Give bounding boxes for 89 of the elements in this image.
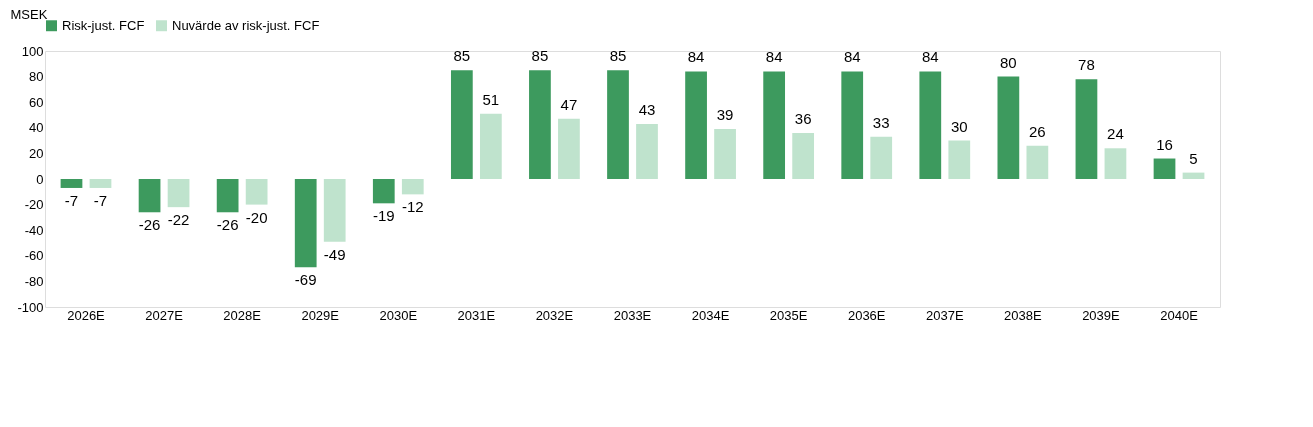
- data-label: -69: [294, 271, 317, 289]
- y-tick-label: 0: [36, 171, 44, 187]
- bar: [919, 71, 942, 179]
- x-tick-label: 2033E: [613, 307, 652, 323]
- data-label: 24: [1107, 125, 1124, 143]
- data-label: -26: [138, 216, 161, 234]
- bar: [558, 118, 580, 179]
- x-tick-label: 2027E: [145, 307, 184, 323]
- y-tick-label: 40: [29, 120, 44, 136]
- x-tick-label: 2029E: [301, 307, 340, 323]
- data-label: -49: [323, 245, 346, 263]
- data-label: 36: [794, 109, 812, 127]
- y-tick-label: -40: [24, 222, 44, 238]
- x-tick-label: 2036E: [847, 307, 886, 323]
- data-label: 84: [921, 48, 939, 66]
- bar: [323, 179, 346, 242]
- bar: [479, 113, 502, 179]
- bar: [529, 70, 551, 179]
- bar: [294, 179, 317, 268]
- bar: [948, 140, 971, 179]
- y-tick-label: 80: [29, 69, 44, 85]
- legend-label: Nuvärde av risk-just. FCF: [172, 17, 320, 33]
- data-label: 33: [872, 113, 890, 131]
- x-tick-label: 2040E: [1160, 307, 1199, 323]
- bar: [763, 71, 786, 179]
- x-tick-label: 2028E: [223, 307, 262, 323]
- data-label: -7: [93, 191, 108, 209]
- y-tick-label: 20: [29, 145, 44, 161]
- bar: [1075, 79, 1098, 179]
- x-tick-label: 2034E: [691, 307, 730, 323]
- data-label: 85: [453, 47, 471, 65]
- data-label: 39: [716, 106, 734, 124]
- bar: [167, 179, 190, 208]
- x-tick-label: 2031E: [457, 307, 496, 323]
- data-label: -7: [64, 191, 79, 209]
- x-tick-label: 2037E: [926, 307, 964, 323]
- y-axis-title: MSEK: [10, 6, 48, 22]
- data-label: 51: [482, 90, 500, 108]
- data-label: -12: [401, 198, 424, 216]
- y-tick-label: 60: [29, 94, 44, 110]
- data-label: 5: [1189, 149, 1198, 167]
- data-label: -22: [167, 211, 190, 229]
- data-label: -26: [216, 216, 239, 234]
- bar: [607, 70, 629, 179]
- bar: [450, 70, 473, 179]
- y-tick-label: -80: [24, 273, 44, 289]
- data-label: -19: [372, 207, 395, 225]
- data-label: 84: [843, 48, 861, 66]
- bar: [997, 76, 1020, 179]
- bar: [1026, 145, 1049, 179]
- bar: [1153, 158, 1176, 179]
- data-label: -20: [245, 208, 268, 226]
- bar: [372, 179, 395, 204]
- legend-label: Risk-just. FCF: [62, 17, 145, 33]
- x-tick-label: 2039E: [1082, 307, 1121, 323]
- bar: [1104, 148, 1127, 179]
- data-label: 47: [560, 95, 578, 113]
- data-label: 80: [1000, 53, 1017, 71]
- bar: [216, 179, 239, 213]
- y-tick-label: -100: [17, 299, 44, 315]
- bar: [870, 136, 893, 179]
- bar: [401, 179, 424, 195]
- data-label: 16: [1156, 135, 1173, 153]
- bar: [636, 123, 658, 179]
- bar: [1182, 172, 1205, 179]
- y-tick-label: -20: [24, 197, 44, 213]
- bar: [685, 71, 707, 179]
- bar: [714, 129, 736, 179]
- x-tick-label: 2038E: [1004, 307, 1042, 323]
- bar: [792, 132, 815, 179]
- data-label: 85: [531, 47, 549, 65]
- x-tick-label: 2032E: [535, 307, 574, 323]
- data-label: 30: [950, 117, 968, 135]
- data-label: 43: [638, 100, 656, 118]
- bar: [60, 179, 83, 188]
- bar: [245, 179, 268, 205]
- data-label: 78: [1078, 56, 1095, 74]
- y-tick-label: 100: [21, 43, 44, 59]
- data-label: 84: [765, 48, 783, 66]
- data-label: 26: [1029, 122, 1046, 140]
- bar: [89, 179, 112, 188]
- bar: [841, 71, 864, 179]
- data-label: 85: [609, 47, 627, 65]
- bar: [138, 179, 161, 213]
- x-tick-label: 2026E: [67, 307, 106, 323]
- x-tick-label: 2030E: [379, 307, 418, 323]
- y-tick-label: -60: [24, 248, 44, 264]
- x-tick-label: 2035E: [769, 307, 808, 323]
- data-label: 84: [687, 48, 705, 66]
